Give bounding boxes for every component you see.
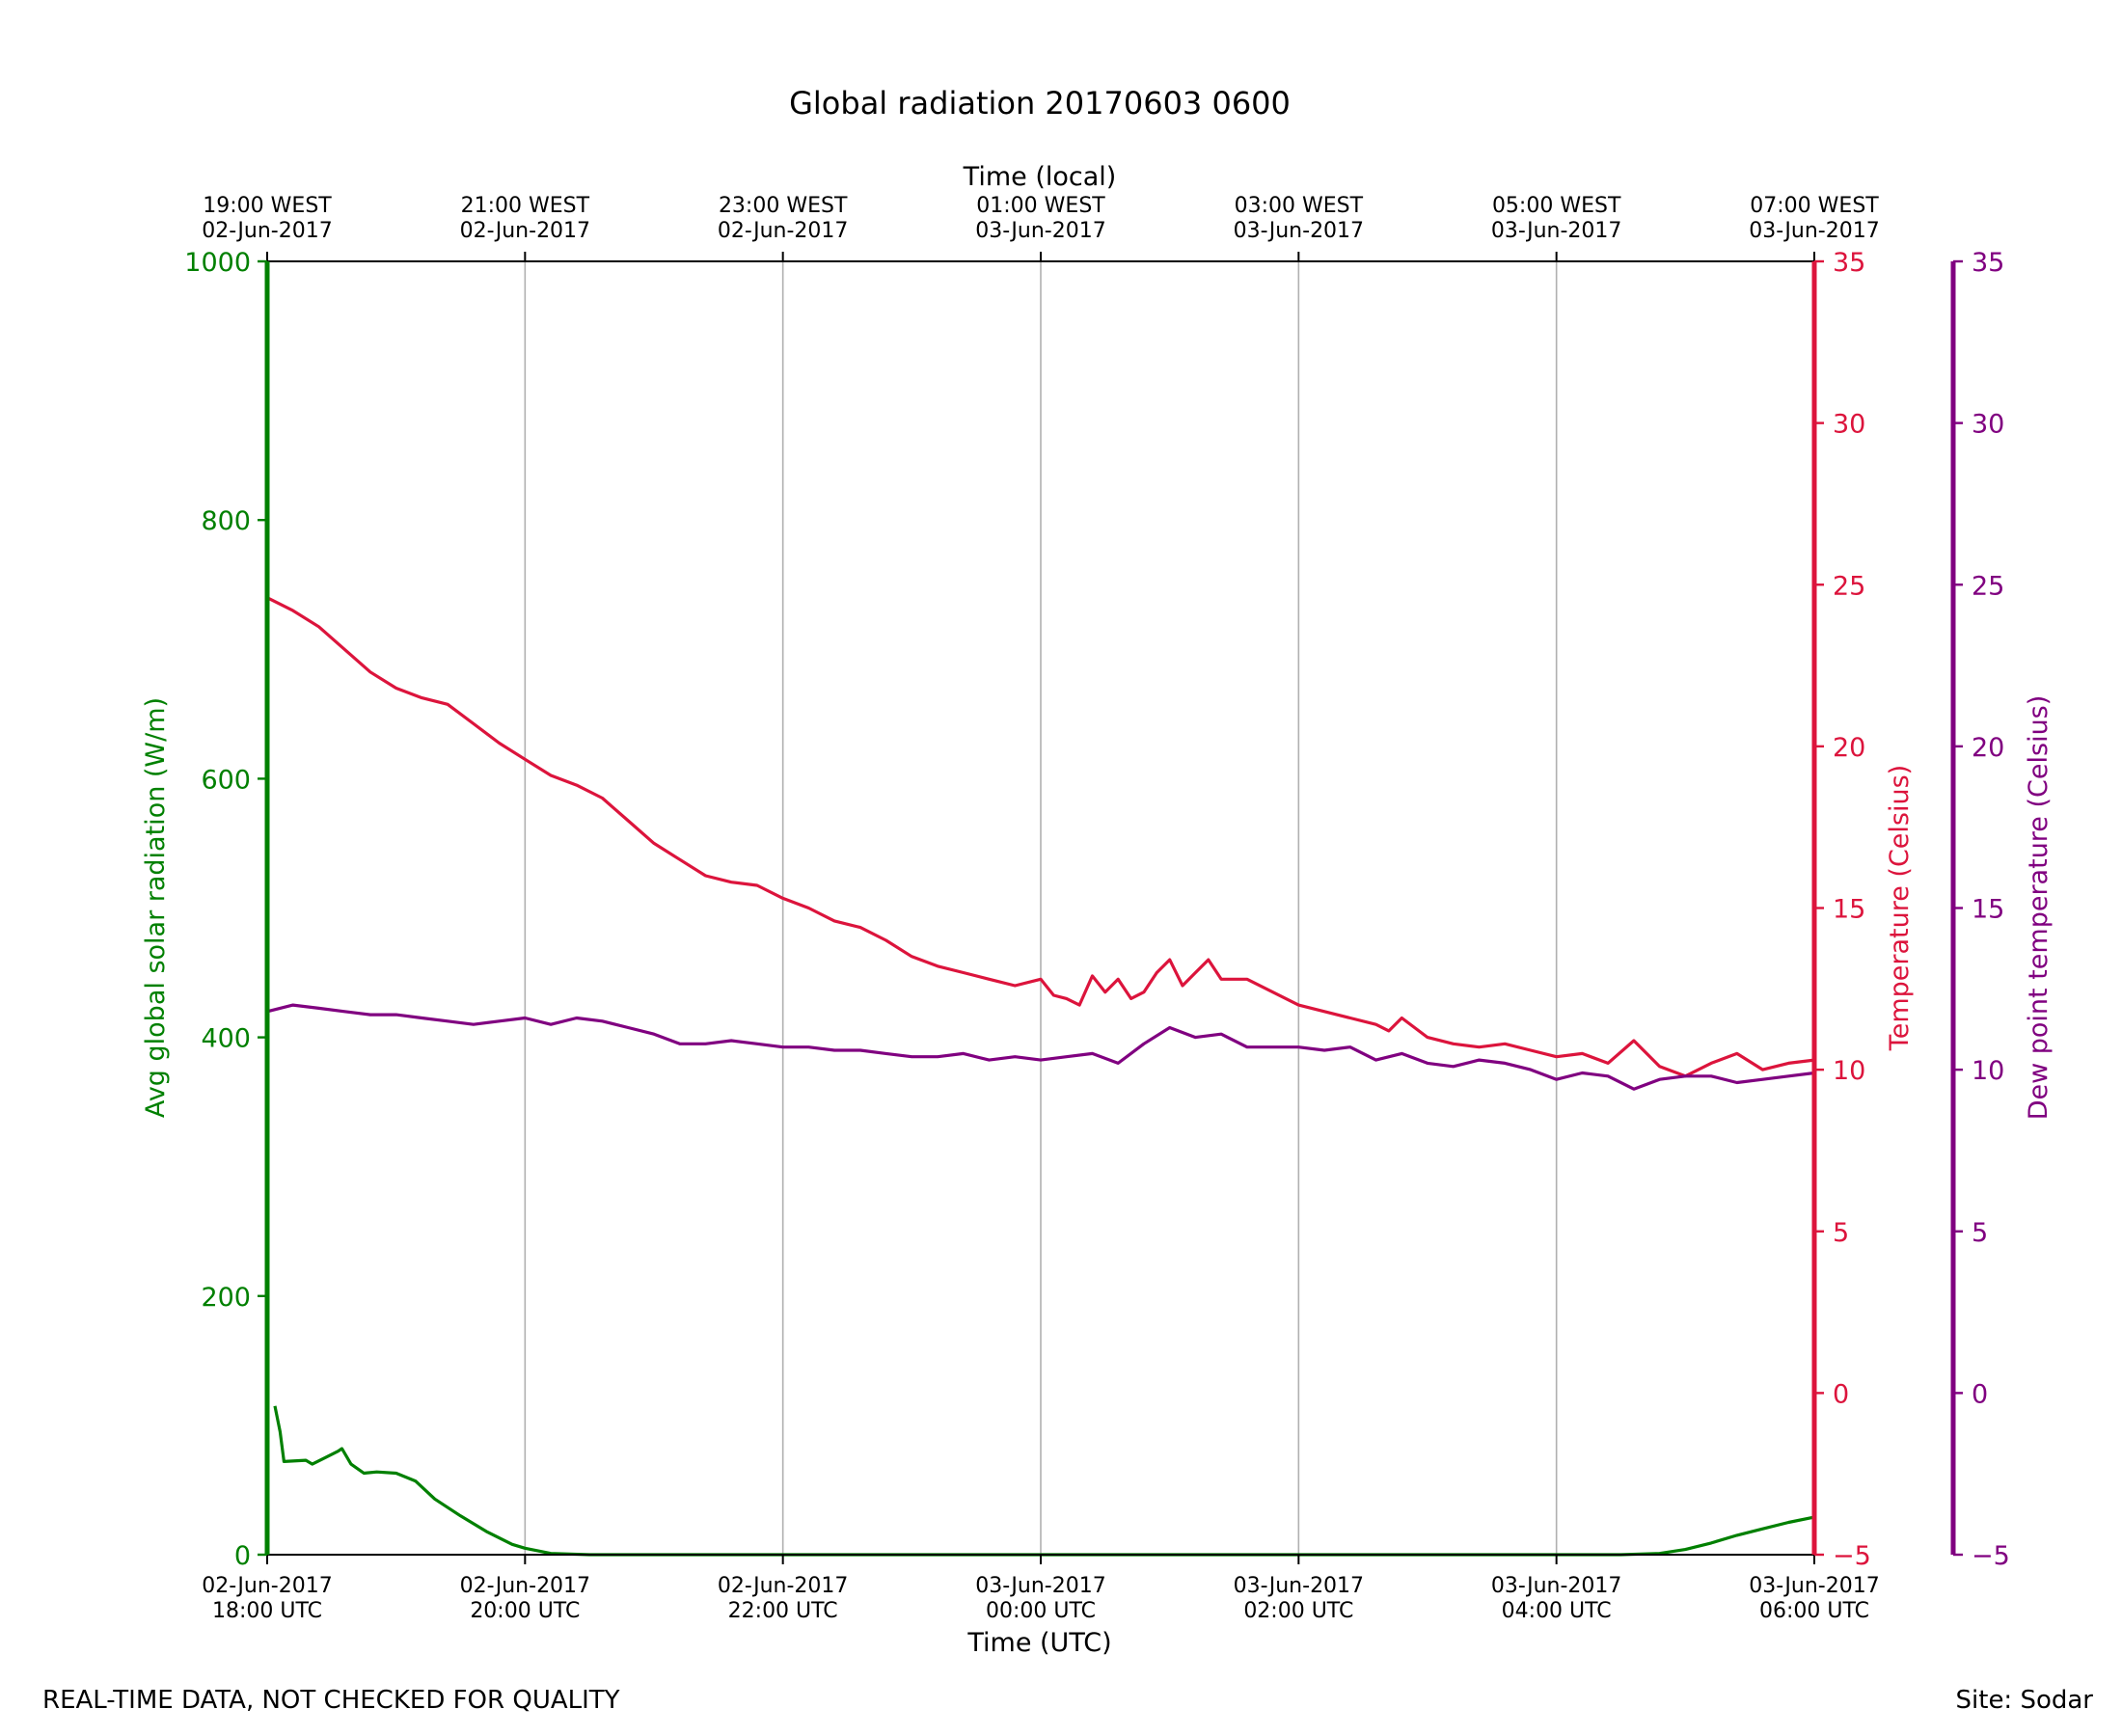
radiation-tick-label: 600: [201, 765, 251, 795]
temperature-tick-label: 15: [1833, 895, 1865, 925]
temperature-tick-label: 20: [1833, 733, 1865, 763]
dewpoint-tick-label: −5: [1972, 1541, 2010, 1571]
x2-tick-label: 03-Jun-2017: [975, 219, 1105, 243]
quality-disclaimer: REAL-TIME DATA, NOT CHECKED FOR QUALITY: [42, 1686, 620, 1715]
temperature-axis-label: Temperature (Celsius): [1885, 765, 1915, 1051]
radiation-axis-label: Avg global solar radiation (W/m): [141, 697, 171, 1118]
x2-tick-label: 02-Jun-2017: [460, 219, 590, 243]
x-tick-label: 03-Jun-2017: [1491, 1574, 1621, 1598]
radiation-tick-label: 200: [201, 1283, 251, 1313]
x-tick-label: 06:00 UTC: [1759, 1599, 1869, 1623]
dewpoint-tick-label: 20: [1972, 733, 2004, 763]
series-line-temperature: [266, 596, 1815, 1078]
x-tick-label: 03-Jun-2017: [975, 1574, 1105, 1598]
series-line-dewpoint: [266, 1003, 1815, 1091]
radiation-tick-label: 1000: [184, 248, 251, 278]
x-tick-label: 03-Jun-2017: [1749, 1574, 1879, 1598]
x-tick-label: 03-Jun-2017: [1234, 1574, 1364, 1598]
radiation-tick-label: 800: [201, 506, 251, 536]
series-line-radiation: [273, 1405, 1815, 1557]
x2-tick-label: 03:00 WEST: [1235, 194, 1364, 218]
dewpoint-tick-label: 5: [1972, 1218, 1988, 1248]
chart-title: Global radiation 20170603 0600: [789, 85, 1291, 122]
x2-tick-label: 01:00 WEST: [976, 194, 1105, 218]
x-tick-label: 18:00 UTC: [212, 1599, 322, 1623]
x-tick-label: 02-Jun-2017: [460, 1574, 590, 1598]
radiation-tick-label: 0: [234, 1541, 251, 1571]
temperature-tick-label: 25: [1833, 571, 1865, 601]
dewpoint-axis-label: Dew point temperature (Celsius): [2024, 695, 2054, 1121]
site-label: Site: Sodar: [1955, 1686, 2093, 1715]
dewpoint-tick-label: 10: [1972, 1056, 2004, 1086]
top-axis-label: Time (local): [963, 162, 1117, 192]
series-layer: [266, 596, 1815, 1557]
x2-tick-label: 05:00 WEST: [1492, 194, 1621, 218]
radiation-tick-label: 400: [201, 1024, 251, 1054]
x-tick-label: 02-Jun-2017: [718, 1574, 848, 1598]
x2-tick-label: 03-Jun-2017: [1749, 219, 1879, 243]
dewpoint-tick-label: 30: [1972, 410, 2004, 440]
x2-tick-label: 02-Jun-2017: [202, 219, 332, 243]
temperature-tick-label: 35: [1833, 248, 1865, 278]
x-tick-label: 04:00 UTC: [1502, 1599, 1612, 1623]
plot-frame: [264, 260, 1956, 1556]
x2-tick-label: 23:00 WEST: [719, 194, 848, 218]
x-tick-label: 00:00 UTC: [986, 1599, 1096, 1623]
x2-tick-label: 02-Jun-2017: [718, 219, 848, 243]
x-tick-label: 22:00 UTC: [728, 1599, 838, 1623]
dewpoint-tick-label: 35: [1972, 248, 2004, 278]
x-tick-label: 02-Jun-2017: [202, 1574, 332, 1598]
x2-tick-label: 21:00 WEST: [461, 194, 590, 218]
temperature-tick-label: −5: [1833, 1541, 1871, 1571]
dewpoint-tick-label: 25: [1972, 571, 2004, 601]
dewpoint-tick-label: 0: [1972, 1379, 1988, 1409]
x-tick-label: 02:00 UTC: [1243, 1599, 1353, 1623]
grid-lines: [524, 261, 1558, 1555]
x2-tick-label: 03-Jun-2017: [1234, 219, 1364, 243]
temperature-tick-label: 30: [1833, 410, 1865, 440]
temperature-tick-label: 5: [1833, 1218, 1849, 1248]
x2-tick-label: 03-Jun-2017: [1491, 219, 1621, 243]
temperature-tick-label: 0: [1833, 1379, 1849, 1409]
temperature-tick-label: 10: [1833, 1056, 1865, 1086]
bottom-axis-label: Time (UTC): [966, 1628, 1111, 1658]
x-tick-label: 20:00 UTC: [470, 1599, 580, 1623]
x2-tick-label: 07:00 WEST: [1750, 194, 1879, 218]
x2-tick-label: 19:00 WEST: [203, 194, 332, 218]
dewpoint-tick-label: 15: [1972, 895, 2004, 925]
